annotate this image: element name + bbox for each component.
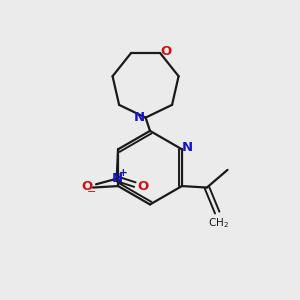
Text: CH$_2$: CH$_2$: [208, 216, 229, 230]
Text: −: −: [87, 187, 96, 197]
Text: +: +: [119, 168, 128, 178]
Text: N: N: [134, 111, 145, 124]
Text: N: N: [112, 172, 123, 184]
Text: O: O: [137, 180, 149, 193]
Text: O: O: [82, 180, 93, 193]
Text: O: O: [160, 45, 172, 58]
Text: N: N: [181, 141, 192, 154]
